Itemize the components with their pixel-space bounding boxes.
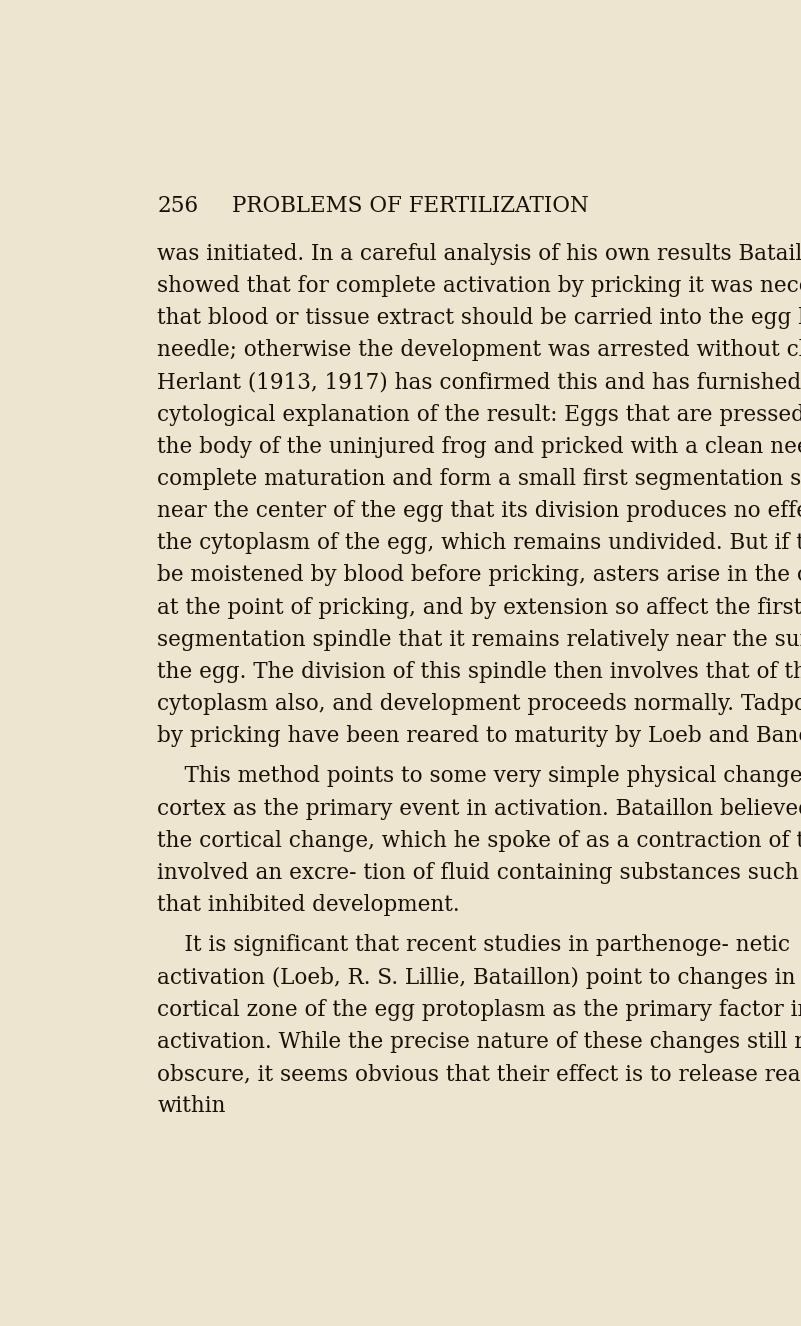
Text: by pricking have been reared to maturity by Loeb and Bancroft.: by pricking have been reared to maturity… <box>157 725 801 748</box>
Text: Herlant (1913, 1917) has confirmed this and has furnished a simple: Herlant (1913, 1917) has confirmed this … <box>157 371 801 394</box>
Text: segmentation spindle that it remains relatively near the surface of: segmentation spindle that it remains rel… <box>157 629 801 651</box>
Text: activation (Loeb, R. S. Lillie, Bataillon) point to changes in the: activation (Loeb, R. S. Lillie, Bataillo… <box>157 967 801 989</box>
Text: This method points to some very simple physical change of the: This method points to some very simple p… <box>157 765 801 788</box>
Text: at the point of pricking, and by extension so affect the first: at the point of pricking, and by extensi… <box>157 597 801 619</box>
Text: cortex as the primary event in activation. Bataillon believed that: cortex as the primary event in activatio… <box>157 798 801 819</box>
Text: activation. While the precise nature of these changes still remains: activation. While the precise nature of … <box>157 1030 801 1053</box>
Text: needle; otherwise the development was arrested without cleavage.: needle; otherwise the development was ar… <box>157 339 801 361</box>
Text: cortical zone of the egg protoplasm as the primary factor in: cortical zone of the egg protoplasm as t… <box>157 998 801 1021</box>
Text: obscure, it seems obvious that their effect is to release reactions: obscure, it seems obvious that their eff… <box>157 1063 801 1085</box>
Text: the cortical change, which he spoke of as a contraction of the egg,: the cortical change, which he spoke of a… <box>157 830 801 851</box>
Text: PROBLEMS OF FERTILIZATION: PROBLEMS OF FERTILIZATION <box>232 195 589 217</box>
Text: showed that for complete activation by pricking it was necessary: showed that for complete activation by p… <box>157 274 801 297</box>
Text: cytoplasm also, and development proceeds normally. Tadpoles obtained: cytoplasm also, and development proceeds… <box>157 693 801 715</box>
Text: near the center of the egg that its division produces no effect on: near the center of the egg that its divi… <box>157 500 801 522</box>
Text: was initiated. In a careful analysis of his own results Bataillon: was initiated. In a careful analysis of … <box>157 243 801 265</box>
Text: It is significant that recent studies in parthenoge- netic: It is significant that recent studies in… <box>157 935 791 956</box>
Text: the cytoplasm of the egg, which remains undivided. But if the eggs: the cytoplasm of the egg, which remains … <box>157 532 801 554</box>
Text: 256: 256 <box>157 195 199 217</box>
Text: the body of the uninjured frog and pricked with a clean needle: the body of the uninjured frog and prick… <box>157 436 801 457</box>
Text: involved an excre- tion of fluid containing substances such as CO₂: involved an excre- tion of fluid contain… <box>157 862 801 884</box>
Text: within: within <box>157 1095 226 1116</box>
Text: the egg. The division of this spindle then involves that of the egg: the egg. The division of this spindle th… <box>157 660 801 683</box>
Text: that inhibited development.: that inhibited development. <box>157 894 460 916</box>
Text: cytological explanation of the result: Eggs that are pressed from: cytological explanation of the result: E… <box>157 403 801 426</box>
Text: complete maturation and form a small first segmentation spindle so: complete maturation and form a small fir… <box>157 468 801 491</box>
Text: be moistened by blood before pricking, asters arise in the cytoplasm: be moistened by blood before pricking, a… <box>157 565 801 586</box>
Text: that blood or tissue extract should be carried into the egg by the: that blood or tissue extract should be c… <box>157 308 801 329</box>
